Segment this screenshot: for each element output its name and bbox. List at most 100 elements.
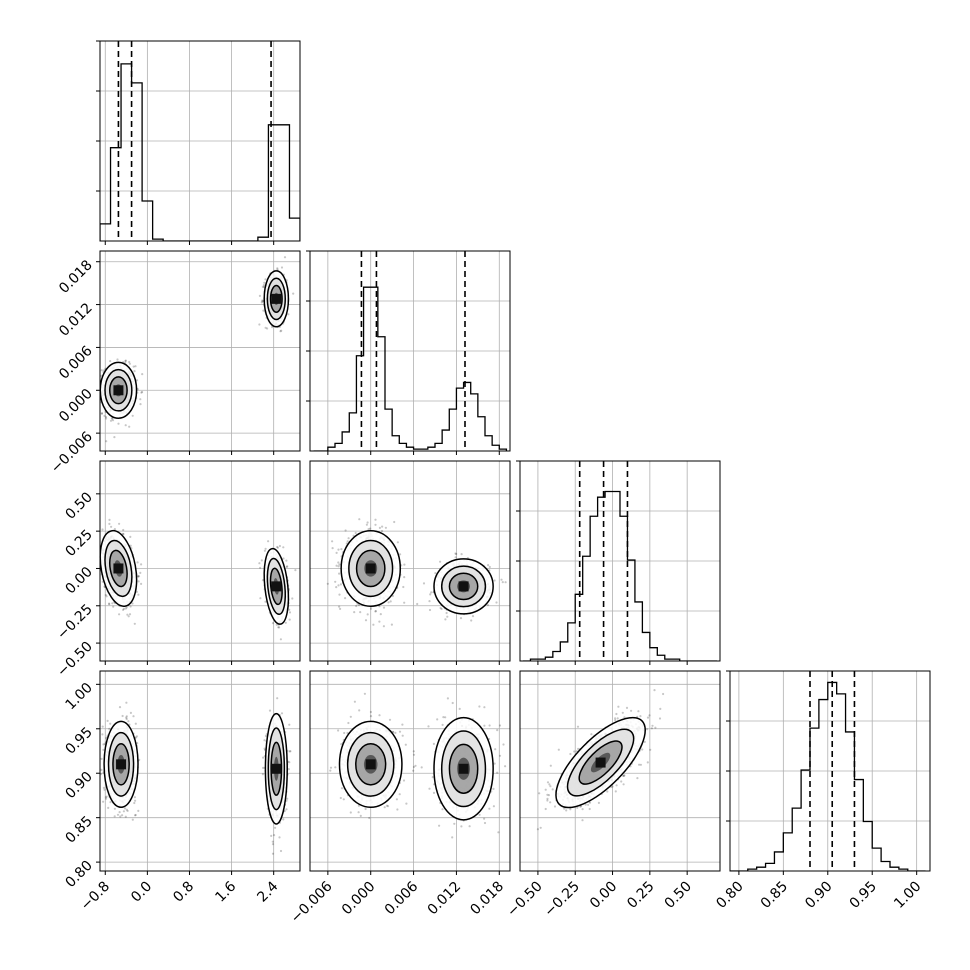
scatter-point [339,607,342,611]
scatter-point [335,564,338,567]
scatter-point [346,540,349,543]
scatter-point [288,618,291,621]
scatter-point [111,419,115,422]
scatter-point [355,604,358,608]
scatter-point [278,626,281,629]
scatter-point [439,560,442,563]
scatter-point [364,619,368,622]
scatter-point [366,613,369,616]
scatter-point [109,419,113,422]
scatter-point [132,715,135,718]
y-tick-label: 0.018 [56,257,96,297]
scatter-point [134,814,137,817]
scatter-point [258,323,261,326]
scatter-point [291,597,294,600]
scatter-point [282,546,285,549]
scatter-point [369,527,372,530]
scatter-point [119,815,122,818]
scatter-point [359,611,362,614]
scatter-point [127,615,130,618]
scatter-point [118,811,121,814]
scatter-point [135,735,138,738]
scatter-point [500,578,503,581]
scatter-point [278,544,281,548]
scatter-point [277,626,280,629]
y-tick-label: 0.000 [56,386,96,426]
scatter-point [326,582,329,585]
scatter-point [125,701,128,704]
scatter-point [471,615,475,618]
scatter-point [367,528,370,531]
scatter-point [459,617,463,620]
scatter-point [504,581,507,584]
scatter-point [133,801,136,805]
scatter-point [104,593,107,597]
scatter-point [133,370,136,373]
scatter-point [416,602,419,606]
scatter-point [105,417,108,420]
scatter-point [122,608,125,612]
panel-2-1 [309,460,511,665]
scatter-point [264,278,267,281]
scatter-point [100,412,103,415]
scatter-point [122,810,125,813]
scatter-point [365,523,368,526]
scatter-point [137,593,140,596]
scatter-point [103,788,106,791]
scatter-point [294,569,297,572]
scatter-point [393,520,396,524]
scatter-point [97,763,99,765]
scatter-point [486,603,489,607]
scatter-point [262,309,265,312]
scatter-point [124,424,127,427]
scatter-point [430,591,433,594]
scatter-point [121,532,125,535]
scatter-point [285,565,288,569]
panel-frame [309,250,511,452]
scatter-point [440,607,443,611]
scatter-point [334,580,337,583]
scatter-point [374,610,377,613]
scatter-point [121,714,124,718]
scatter-point [132,365,135,368]
y-tick-label: 0.006 [56,343,96,383]
scatter-point [134,799,137,802]
scatter-point [127,720,130,723]
scatter-point [134,813,137,817]
scatter-point [263,281,266,284]
histogram-1 [313,286,508,451]
scatter-point [258,562,261,565]
scatter-point [108,518,111,522]
scatter-point [403,576,406,579]
scatter-point [369,607,373,610]
scatter-point [101,733,104,736]
scatter-point [100,768,103,772]
scatter-point [439,606,442,610]
scatter-point [134,736,137,739]
scatter-point [354,531,357,535]
y-tick-label: 0.012 [56,300,96,340]
scatter-point [113,528,116,531]
scatter-point [339,583,342,586]
scatter-point [380,529,384,533]
scatter-point [331,540,334,543]
scatter-point [396,541,399,544]
scatter-point [434,572,437,575]
scatter-point [110,525,113,528]
scatter-point [384,526,387,529]
density-peak [113,385,124,396]
scatter-point [109,801,112,804]
scatter-point [261,299,264,302]
scatter-point [94,556,96,558]
scatter-point [446,615,449,618]
scatter-point [125,715,128,718]
panel-frame [99,40,301,242]
scatter-point [122,607,125,611]
scatter-point [113,436,116,439]
scatter-point [137,575,141,578]
scatter-point [118,613,121,616]
scatter-point [125,606,128,609]
scatter-point [139,403,142,406]
scatter-point [108,522,111,526]
scatter-point [429,593,432,596]
